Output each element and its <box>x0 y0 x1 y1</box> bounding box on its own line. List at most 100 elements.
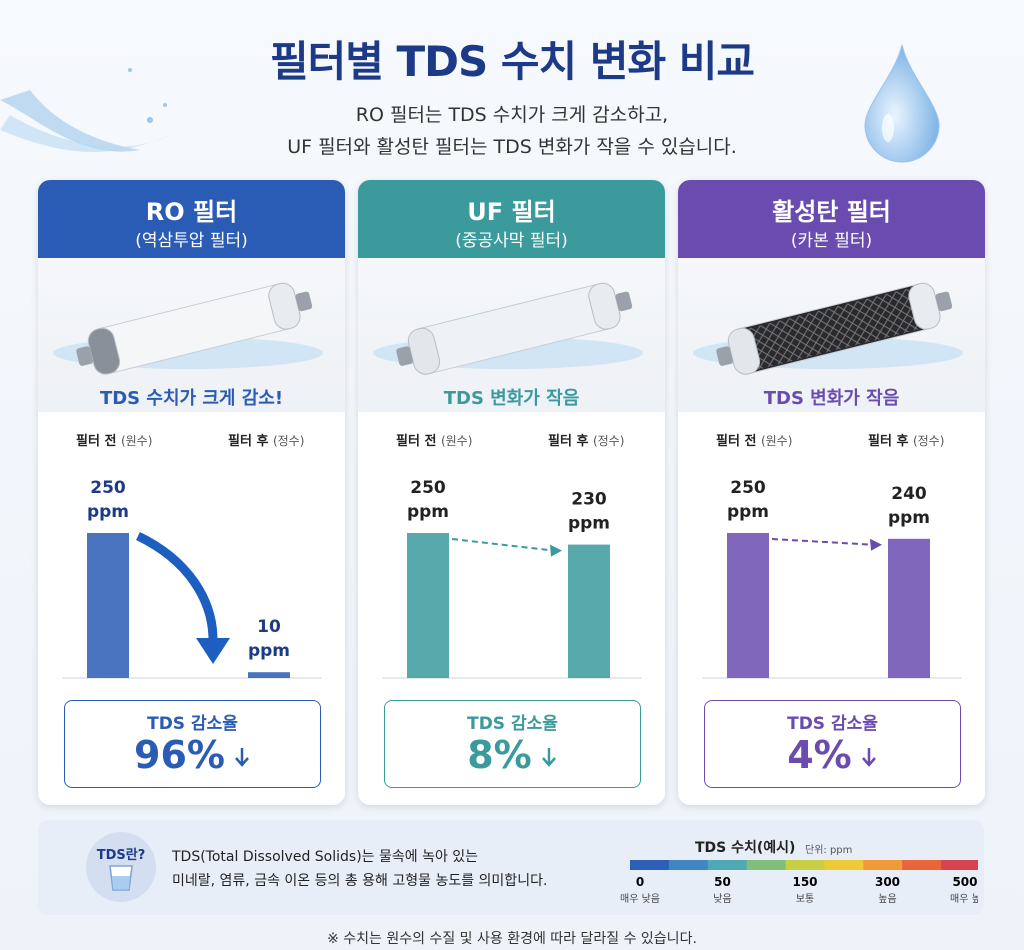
scale-segment <box>668 860 709 870</box>
info-panel: TDS란? TDS(Total Dissolved Solids)는 물속에 녹… <box>38 820 984 915</box>
reduction-box: TDS 감소율 96% <box>64 700 321 788</box>
bar-chart: 250 ppm 240 ppm <box>702 478 962 679</box>
footnote: ※ 수치는 원수의 수질 및 사용 환경에 따라 달라질 수 있습니다. <box>327 931 697 947</box>
value-label: 230 <box>571 490 607 510</box>
scale-tick-label: 150 <box>792 875 817 889</box>
scale-segment <box>902 860 942 870</box>
reduction-label: TDS 감소율 <box>467 714 558 734</box>
tagline: TDS 변화가 작음 <box>763 388 900 409</box>
scale-unit: 단위: ppm <box>805 845 853 856</box>
scale-tick-desc: 보통 <box>796 893 814 905</box>
glass-icon <box>109 865 133 891</box>
scale-segment <box>707 860 748 870</box>
value-unit: ppm <box>568 514 610 534</box>
after-label-text: 필터 후 <box>228 434 269 449</box>
scale-title: TDS 수치(예시) <box>695 840 796 856</box>
before-label-text: 필터 전 <box>76 434 117 449</box>
scale-segment <box>785 860 825 870</box>
before-label: 필터 전 (원수) <box>716 430 792 449</box>
down-arrow <box>541 748 556 767</box>
reduction-value: 4% <box>787 733 852 777</box>
info-text: 미네랄, 염류, 금속 이온 등의 총 용해 고형물 농도를 의미합니다. <box>172 873 548 889</box>
bar <box>87 533 129 678</box>
filter-image <box>693 282 963 375</box>
reduction-box: TDS 감소율 8% <box>384 700 641 788</box>
value-label: 240 <box>891 484 927 504</box>
before-label-text: 필터 전 <box>396 434 437 449</box>
tagline: TDS 변화가 작음 <box>443 388 580 409</box>
drop-arrowhead <box>196 638 230 664</box>
filter-image <box>373 282 643 375</box>
change-arrowhead <box>870 538 882 551</box>
value-label: 250 <box>730 478 766 498</box>
scale-segment <box>746 860 787 870</box>
bar <box>727 533 769 678</box>
value-unit: ppm <box>87 502 129 522</box>
value-label: 250 <box>90 478 126 498</box>
bar <box>407 533 449 678</box>
bar-chart: 250 ppm 230 ppm <box>382 478 642 679</box>
before-note: (원수) <box>120 434 153 448</box>
scale: 0 매우 낮음 50 낮음 150 보통 300 높음 500+ 매우 높음 <box>620 860 978 905</box>
value-unit: ppm <box>248 641 290 661</box>
reduction-row: 8% <box>385 733 640 777</box>
reduction-row: 4% <box>705 733 960 777</box>
card-title: 활성탄 필터 <box>772 198 891 226</box>
value-unit: ppm <box>407 502 449 522</box>
scale-tick-desc: 높음 <box>878 893 896 905</box>
before-label: 필터 전 (원수) <box>76 430 152 449</box>
card-subtitle: (카본 필터) <box>790 231 873 251</box>
change-arrowhead <box>550 544 562 557</box>
after-note: (정수) <box>912 434 945 448</box>
drop-arrow <box>136 531 218 641</box>
after-label: 필터 후 (정수) <box>548 430 624 449</box>
card-subtitle: (중공사막 필터) <box>455 231 568 251</box>
scale-segment <box>824 860 864 870</box>
before-label: 필터 전 (원수) <box>396 430 472 449</box>
before-label-text: 필터 전 <box>716 434 757 449</box>
bar <box>888 538 930 678</box>
after-label: 필터 후 (정수) <box>228 430 304 449</box>
value-label: 10 <box>257 617 281 637</box>
down-arrow <box>861 748 876 767</box>
water-drop <box>864 44 940 163</box>
value-unit: ppm <box>888 508 930 528</box>
scale-tick-desc: 낮음 <box>713 893 731 905</box>
after-label-text: 필터 후 <box>548 434 589 449</box>
after-note: (정수) <box>592 434 625 448</box>
scale-segment <box>630 860 670 870</box>
subtitle: RO 필터는 TDS 수치가 크게 감소하고, <box>355 104 669 126</box>
after-label-text: 필터 후 <box>868 434 909 449</box>
reduction-value: 8% <box>467 733 532 777</box>
scale-segment <box>941 860 978 870</box>
down-arrow <box>235 748 249 767</box>
card-subtitle: (역삼투압 필터) <box>135 231 248 251</box>
subtitle: UF 필터와 활성탄 필터는 TDS 변화가 작을 수 있습니다. <box>287 136 737 158</box>
scale-tick-desc: 매우 높음 <box>950 893 978 905</box>
info-text: TDS(Total Dissolved Solids)는 물속에 녹아 있는 <box>172 849 479 865</box>
bar-chart: 250 ppm 10 ppm <box>62 478 322 679</box>
reduction-row: 96% <box>65 733 320 777</box>
water-splash <box>0 68 170 152</box>
value-label: 250 <box>410 478 446 498</box>
card-header: UF 필터 (중공사막 필터) <box>358 180 665 258</box>
value-unit: ppm <box>727 502 769 522</box>
before-note: (원수) <box>440 434 473 448</box>
scale-segment <box>863 860 903 870</box>
bar <box>568 544 610 678</box>
reduction-value: 96% <box>134 733 225 777</box>
after-note: (정수) <box>272 434 305 448</box>
change-arrow <box>451 538 555 552</box>
card: RO 필터 (역삼투압 필터) TDS 수치가 크게 감소! 필터 전 (원수) 필터 … <box>38 180 345 805</box>
change-arrow <box>771 538 875 546</box>
after-label: 필터 후 (정수) <box>868 430 944 449</box>
card-title: UF 필터 <box>467 198 556 226</box>
before-note: (원수) <box>760 434 793 448</box>
reduction-label: TDS 감소율 <box>147 714 238 734</box>
scale-tick-label: 50 <box>714 875 731 889</box>
title: 필터별 TDS 수치 변화 비교 <box>269 37 755 86</box>
reduction-box: TDS 감소율 4% <box>704 700 961 788</box>
badge: TDS란? <box>96 848 146 863</box>
